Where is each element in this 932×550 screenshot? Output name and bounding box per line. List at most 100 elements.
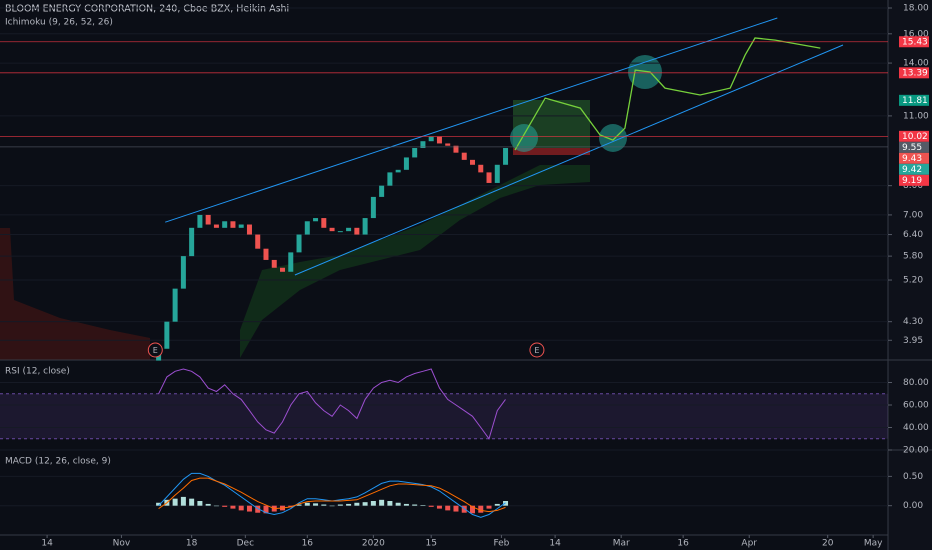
- candle-body: [428, 136, 434, 142]
- macd-histogram-bar: [296, 504, 302, 506]
- candle-body: [379, 185, 385, 197]
- x-tick-label: 14: [549, 539, 561, 549]
- candle-body: [461, 152, 467, 160]
- y-tick-label: 5.20: [903, 276, 923, 286]
- price-label-box: [899, 130, 929, 142]
- candle-body: [329, 227, 335, 232]
- y-tick-label: 40.00: [903, 423, 929, 433]
- macd-histogram-bar: [321, 504, 327, 506]
- x-tick-label: 18: [186, 539, 198, 549]
- price-label: 9.55: [902, 143, 922, 153]
- candle-body: [420, 141, 426, 149]
- y-tick-label: 20.00: [903, 446, 929, 456]
- x-tick-label: Feb: [493, 539, 509, 549]
- y-tick-label: 80.00: [903, 378, 929, 388]
- macd-histogram-bar: [329, 505, 335, 507]
- candle-body: [469, 159, 475, 165]
- x-tick-label: 15: [425, 539, 436, 549]
- price-axis-area: [888, 0, 932, 550]
- candle-body: [197, 214, 203, 228]
- candle-body: [255, 234, 261, 249]
- earnings-label: E: [153, 346, 158, 355]
- rsi-line: [158, 368, 506, 440]
- price-label-box: [899, 94, 929, 106]
- candle-body: [230, 221, 236, 228]
- price-label: 11.81: [902, 96, 928, 106]
- trend-line: [294, 44, 844, 276]
- signal-line: [158, 477, 506, 513]
- price-label: 13.39: [902, 68, 928, 78]
- macd-histogram-bar: [403, 503, 409, 506]
- y-tick-label: 5.80: [903, 252, 923, 262]
- candle-body: [337, 231, 343, 233]
- candle-body: [453, 145, 459, 153]
- earnings-marker: [147, 342, 163, 358]
- earnings-marker: [529, 342, 545, 358]
- macd-histogram-bar: [197, 501, 203, 506]
- x-tick-label: May: [864, 539, 883, 549]
- candle-body: [246, 224, 252, 235]
- highlight-circle: [510, 124, 538, 152]
- ichimoku-cloud-bullish: [240, 165, 590, 358]
- price-label-box: [899, 36, 929, 48]
- candle-body: [354, 227, 360, 235]
- macd-histogram-bar: [486, 505, 492, 509]
- price-label: 9.42: [902, 165, 922, 175]
- candle-body: [222, 221, 228, 228]
- macd-histogram-bar: [346, 503, 352, 506]
- macd-histogram-bar: [387, 501, 393, 506]
- candle-body: [280, 267, 286, 272]
- candle-body: [445, 143, 451, 146]
- macd-histogram-bar: [172, 498, 178, 506]
- macd-histogram-bar: [205, 503, 211, 506]
- projection-line: [514, 37, 821, 151]
- candle-body: [189, 227, 195, 257]
- macd-histogram-bar: [478, 505, 484, 513]
- macd-title: MACD (12, 26, close, 9): [5, 457, 111, 467]
- price-label: 9.19: [902, 176, 922, 186]
- macd-histogram-bar: [412, 504, 418, 506]
- y-tick-label: 8.00: [903, 181, 923, 191]
- price-label: 9.43: [902, 154, 922, 164]
- macd-histogram-bar: [445, 505, 451, 511]
- macd-histogram-bar: [370, 501, 376, 506]
- x-tick-label: Apr: [741, 539, 757, 549]
- price-label: 15.43: [902, 37, 928, 47]
- macd-histogram-bar: [362, 502, 368, 506]
- price-label-box: [899, 163, 929, 175]
- candle-body: [164, 321, 170, 349]
- candle-body: [313, 218, 319, 222]
- y-tick-label: 60.00: [903, 401, 929, 411]
- candle-body: [346, 227, 352, 232]
- macd-histogram-bar: [255, 505, 261, 513]
- x-tick-label: 16: [302, 539, 314, 549]
- candle-body: [436, 136, 442, 144]
- x-tick-label: Mar: [613, 539, 630, 549]
- y-tick-label: 18.00: [903, 4, 929, 14]
- macd-histogram-bar: [156, 502, 162, 506]
- candle-body: [205, 214, 211, 225]
- rsi-title: RSI (12, close): [5, 367, 70, 377]
- macd-histogram-bar: [263, 505, 269, 514]
- y-tick-label: 11.00: [903, 111, 929, 121]
- candle-body: [213, 224, 219, 228]
- macd-histogram-bar: [246, 505, 252, 512]
- x-tick-label: 14: [41, 539, 53, 549]
- macd-histogram-bar: [304, 502, 310, 506]
- y-tick-label: 0.00: [903, 501, 923, 511]
- y-tick-label: 0.50: [903, 472, 923, 482]
- y-tick-label: 6.40: [903, 230, 923, 240]
- candle-body: [304, 221, 310, 235]
- macd-histogram-bar: [238, 505, 244, 511]
- macd-histogram-bar: [379, 499, 385, 506]
- macd-histogram-bar: [469, 505, 475, 514]
- macd-histogram-bar: [428, 505, 434, 507]
- candle-body: [296, 234, 302, 253]
- candle-body: [494, 164, 500, 183]
- macd-histogram-bar: [494, 503, 500, 506]
- y-tick-label: 14.00: [903, 59, 929, 69]
- indicator-label: Ichimoku (9, 26, 52, 26): [5, 18, 113, 28]
- rsi-band: [0, 393, 888, 439]
- candle-body: [180, 256, 186, 289]
- x-tick-label: 2020: [362, 539, 385, 549]
